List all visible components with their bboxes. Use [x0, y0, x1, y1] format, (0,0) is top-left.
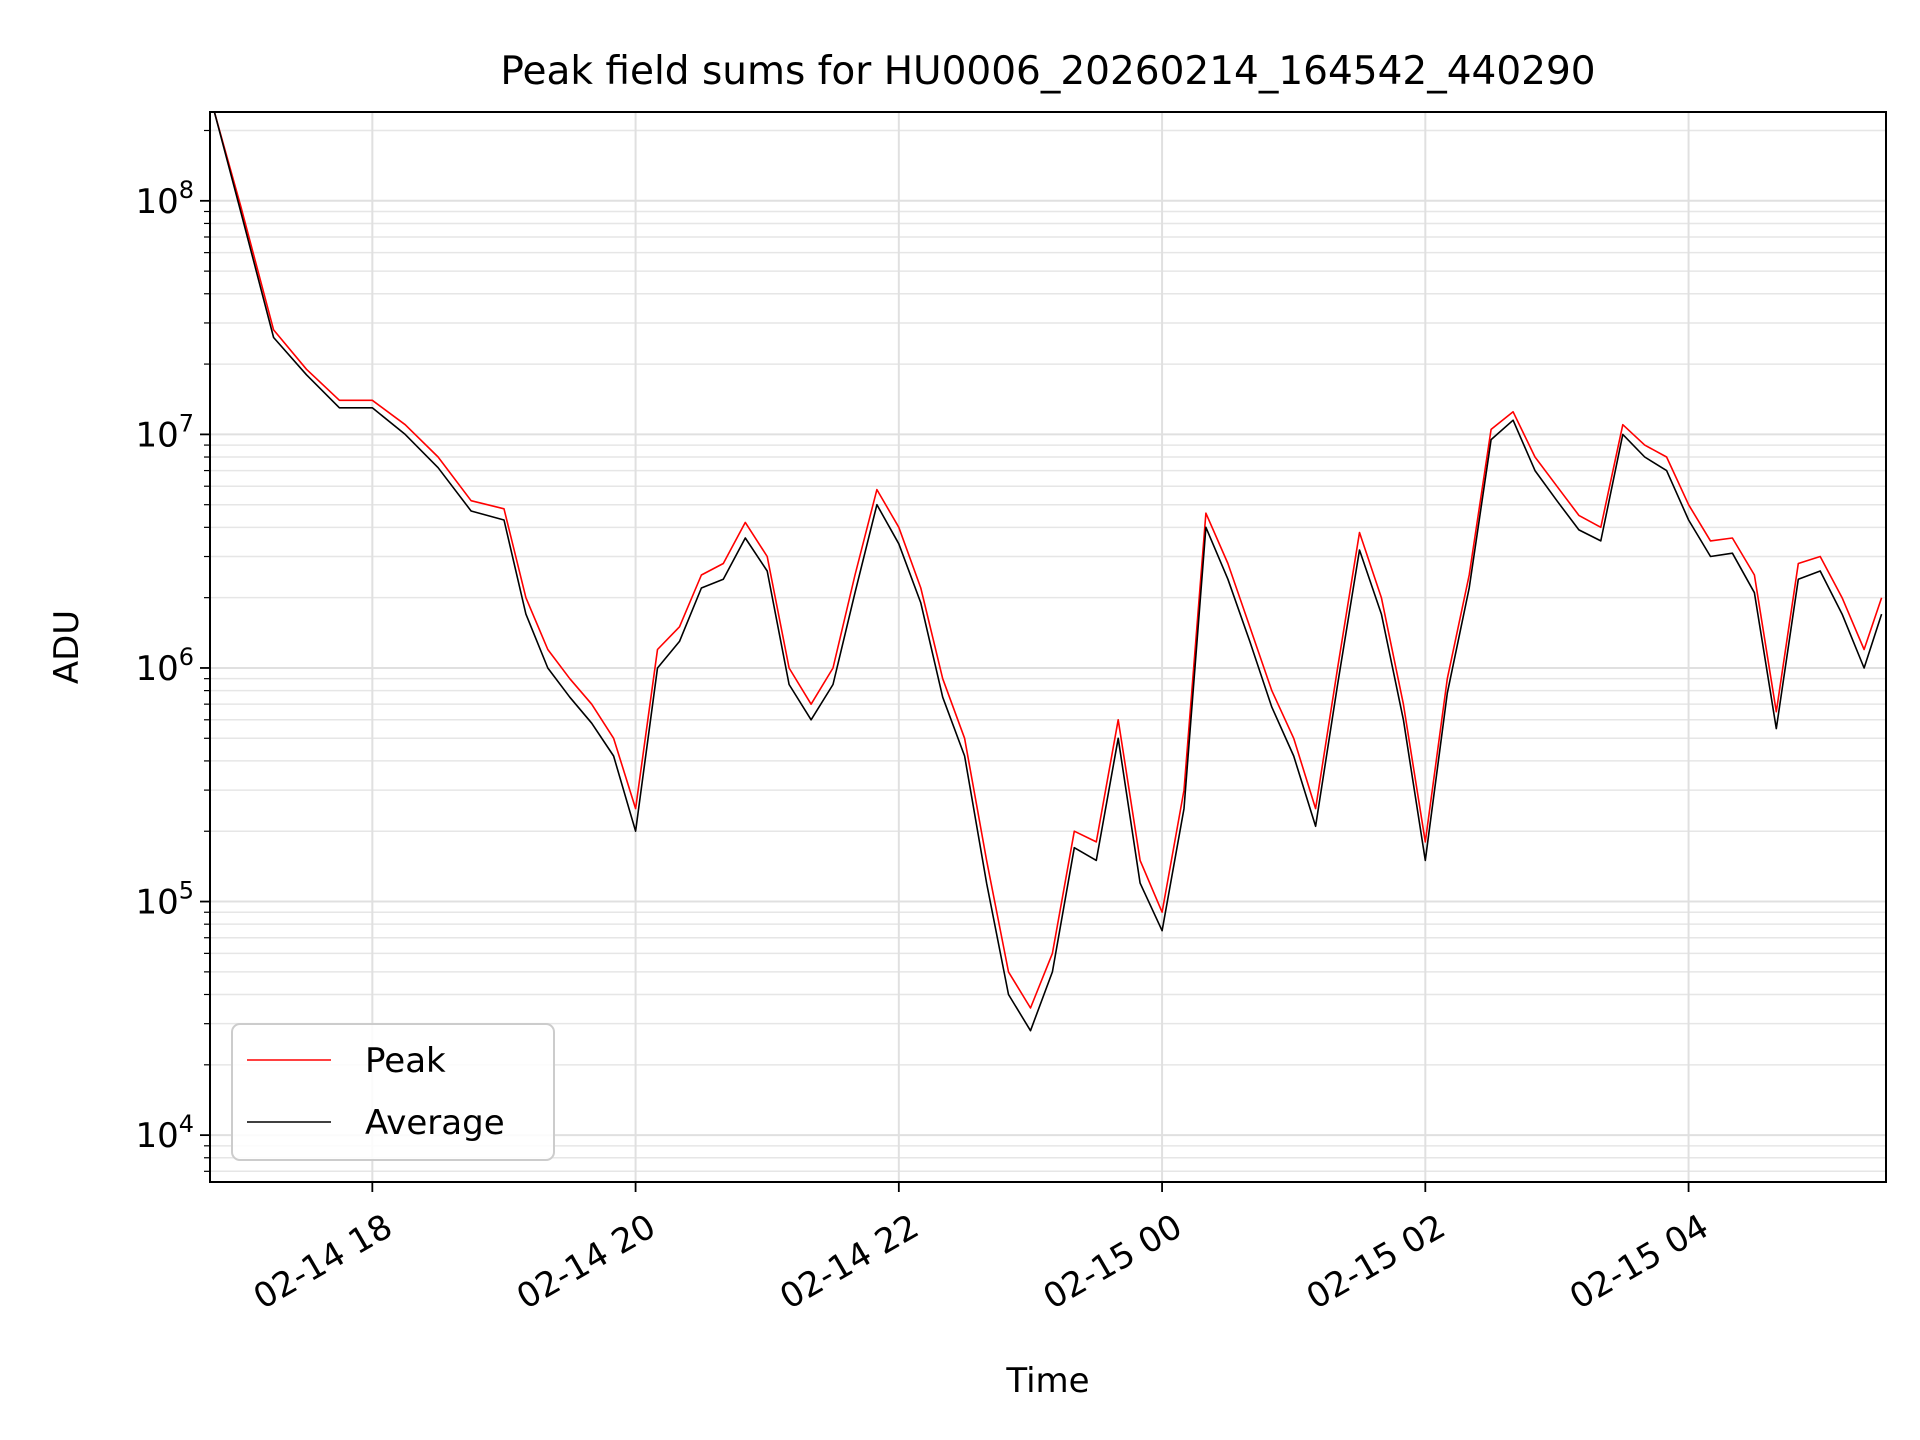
legend-label-average: Average [365, 1103, 505, 1143]
legend-box [231, 1023, 555, 1161]
y-axis: 104 105 106 107 108 [135, 129, 210, 1172]
x-axis-label: Time [1005, 1361, 1089, 1401]
y-tick-label: 104 [135, 1110, 194, 1156]
y-axis-label: ADU [47, 610, 87, 684]
legend: Peak Average [231, 1023, 555, 1161]
series-layer [213, 111, 1883, 1032]
plot-frame [209, 111, 1887, 1183]
chart-title: Peak field sums for HU0006_20260214_1645… [500, 49, 1595, 94]
series-line-peak [213, 111, 1883, 1009]
legend-label-peak: Peak [365, 1041, 446, 1081]
y-tick-label: 107 [135, 409, 194, 455]
y-tick-label: 105 [135, 877, 194, 923]
series-line-average [213, 111, 1883, 1032]
y-tick-label: 106 [135, 643, 194, 689]
y-tick-label: 108 [135, 176, 194, 222]
plot-area [210, 112, 1886, 1182]
